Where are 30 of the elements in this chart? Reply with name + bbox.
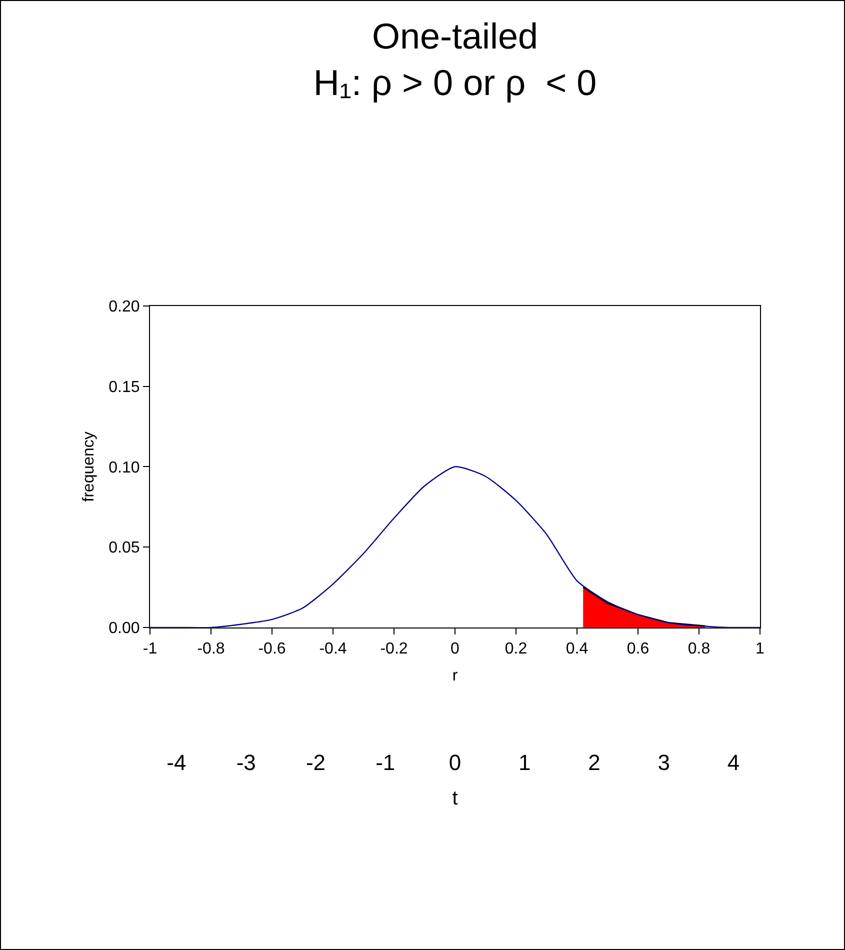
x2-tick-label: -4 [166,750,186,776]
x2-tick-label: 1 [518,750,531,776]
y-tick-label: 0.15 [108,378,140,396]
x-axis-title: r [452,667,458,684]
y-axis-title: frequency [80,432,98,502]
x-tick-label: 0 [450,640,460,658]
x-tick-label: -0.6 [258,640,286,658]
x2-tick-label: 4 [727,750,740,776]
x2-tick-label: -1 [376,750,396,776]
y-tick-label: 0.10 [108,459,140,476]
y-tick-label: 0.00 [108,620,140,638]
x-tick-label: 0.2 [504,640,528,658]
chart-title: One-tailed [372,15,538,56]
x-tick-label: 0.8 [688,640,710,658]
x-tick-label: 0.4 [566,640,588,658]
x-tick-label: -1 [142,640,158,658]
x-tick-label: -0.2 [380,640,408,658]
y-tick-label: 0.20 [108,298,140,316]
x2-tick-label: 3 [658,750,670,776]
x2-tick-label: -2 [306,750,326,776]
chart-subtitle: H₁: ρ > 0 or ρ < 0 [313,62,597,104]
x-tick-label: 1 [756,640,765,658]
x2-tick-label: -3 [236,750,256,776]
x-tick-label: -0.4 [319,640,347,658]
x2-axis-title: t [452,788,458,810]
x2-tick-label: 0 [448,750,462,776]
x-tick-label: -0.8 [197,640,225,658]
y-tick-label: 0.05 [108,540,140,557]
x-tick-label: 0.6 [626,640,650,658]
x2-tick-label: 2 [588,750,600,776]
